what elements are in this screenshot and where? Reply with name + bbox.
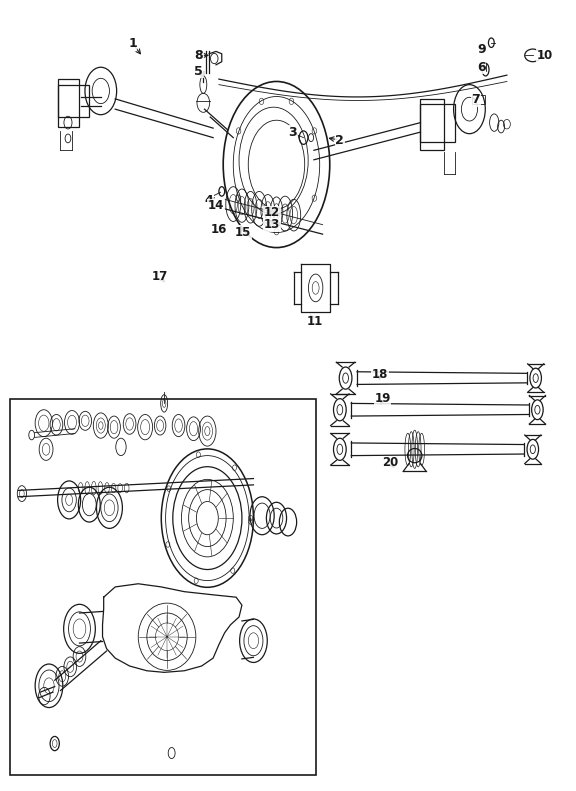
Text: 8: 8 xyxy=(195,49,203,62)
Text: 4: 4 xyxy=(204,194,213,206)
Text: 6: 6 xyxy=(478,61,486,74)
Text: 15: 15 xyxy=(235,226,251,239)
Text: 13: 13 xyxy=(264,218,280,231)
Bar xyxy=(58,85,89,117)
Text: 7: 7 xyxy=(471,93,480,106)
Text: 19: 19 xyxy=(374,392,391,405)
Text: 10: 10 xyxy=(536,49,552,62)
Text: 3: 3 xyxy=(289,126,297,138)
Text: 12: 12 xyxy=(264,206,280,219)
Text: 14: 14 xyxy=(208,199,224,212)
Text: 20: 20 xyxy=(382,456,399,469)
Text: 11: 11 xyxy=(306,315,323,327)
Text: 5: 5 xyxy=(194,65,203,78)
Text: 9: 9 xyxy=(478,43,486,55)
Text: 1: 1 xyxy=(128,37,137,50)
Bar xyxy=(58,79,79,127)
Text: 18: 18 xyxy=(372,368,388,380)
Bar xyxy=(10,399,316,775)
Bar xyxy=(472,95,485,104)
Text: 16: 16 xyxy=(211,223,227,236)
Text: 17: 17 xyxy=(152,271,168,283)
Bar xyxy=(420,99,444,150)
Bar xyxy=(420,104,455,142)
Text: 2: 2 xyxy=(335,134,344,146)
